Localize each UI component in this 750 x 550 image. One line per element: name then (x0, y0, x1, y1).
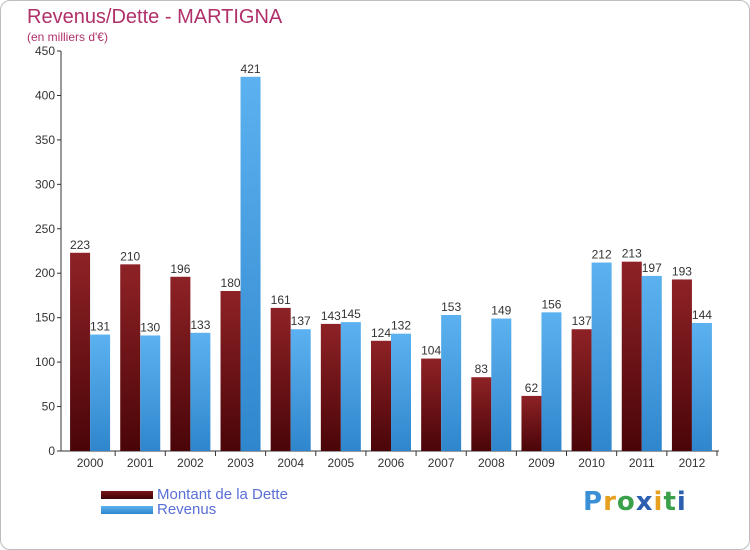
bar-revenus (541, 312, 562, 451)
data-label-revenus: 156 (541, 297, 561, 311)
chart-title: Revenus/Dette - MARTIGNA (27, 6, 283, 28)
x-tick-label: 2002 (177, 456, 204, 470)
data-label-dette: 62 (525, 381, 539, 395)
data-label-revenus: 133 (190, 318, 210, 332)
x-tick-label: 2005 (327, 456, 354, 470)
bar-revenus (140, 335, 161, 451)
data-label-revenus: 131 (90, 320, 110, 334)
x-tick-label: 2007 (428, 456, 455, 470)
y-tick-label: 250 (35, 222, 55, 236)
logo-letter: i (653, 487, 664, 517)
bar-revenus (441, 315, 462, 451)
bars (70, 76, 712, 452)
data-label-dette: 137 (572, 314, 592, 328)
x-tick-label: 2008 (478, 456, 505, 470)
bar-dette (621, 261, 642, 451)
x-tick-label: 2004 (277, 456, 304, 470)
y-tick-label: 300 (35, 177, 55, 191)
logo-letter: P (583, 487, 604, 517)
bar-dette (471, 377, 492, 451)
data-label-dette: 104 (421, 344, 441, 358)
y-tick-label: 350 (35, 133, 55, 147)
x-tick-label: 2011 (629, 456, 655, 470)
y-tick-label: 450 (35, 44, 55, 58)
bar-dette (371, 340, 391, 451)
logo-letter: o (616, 487, 636, 517)
x-tick-label: 2009 (528, 456, 555, 470)
bar-dette (220, 291, 241, 451)
bar-revenus (340, 322, 361, 451)
bar-dette (70, 252, 91, 451)
legend-label-dette: Montant de la Dette (157, 486, 288, 503)
x-tick-label: 2000 (77, 456, 104, 470)
x-tick-label: 2003 (227, 456, 254, 470)
bar-dette (421, 358, 442, 451)
bar-dette (320, 323, 341, 451)
proxiti-logo: Proxiti (583, 487, 687, 517)
y-tick-label: 400 (35, 88, 55, 102)
logo-letter: i (676, 487, 687, 517)
legend-swatch-dette (101, 491, 153, 499)
logo-letter: t (663, 487, 677, 517)
bar-dette (270, 307, 291, 451)
bar-revenus (90, 334, 111, 451)
data-label-dette: 143 (321, 309, 341, 323)
bar-dette (170, 276, 191, 451)
data-label-revenus: 421 (241, 62, 261, 76)
data-label-dette: 180 (221, 276, 241, 290)
data-label-dette: 83 (475, 362, 489, 376)
data-label-revenus: 149 (491, 304, 511, 318)
x-tick-label: 2001 (127, 456, 154, 470)
logo-letter: x (635, 487, 654, 517)
data-label-dette: 161 (271, 293, 291, 307)
legend-swatch-revenus (101, 506, 153, 514)
bar-revenus (190, 332, 211, 451)
bar-revenus (491, 318, 512, 451)
legend-label-revenus: Revenus (157, 501, 217, 518)
y-tick-label: 50 (42, 400, 56, 414)
bar-dette (521, 395, 542, 451)
bar-dette (571, 329, 592, 451)
data-label-revenus: 145 (341, 307, 361, 321)
y-tick-label: 0 (48, 444, 55, 458)
bar-revenus (691, 323, 712, 451)
y-tick-label: 200 (35, 266, 55, 280)
y-tick-label: 150 (35, 311, 55, 325)
bar-revenus (391, 333, 411, 451)
bar-revenus (641, 275, 662, 451)
logo-letter: r (603, 487, 617, 517)
data-label-revenus: 137 (291, 314, 311, 328)
chart-subtitle: (en milliers d'€) (27, 30, 108, 44)
bar-dette (671, 279, 692, 451)
data-label-dette: 124 (371, 326, 391, 340)
y-tick-label: 100 (35, 355, 55, 369)
data-label-dette: 193 (672, 264, 692, 278)
x-tick-label: 2006 (378, 456, 405, 470)
data-label-revenus: 130 (140, 320, 160, 334)
data-label-revenus: 212 (592, 248, 612, 262)
data-label-dette: 196 (170, 262, 190, 276)
data-label-revenus: 144 (692, 308, 712, 322)
bar-dette (120, 264, 141, 451)
x-tick-label: 2012 (679, 456, 706, 470)
bar-revenus (591, 262, 612, 451)
x-tick-label: 2010 (578, 456, 605, 470)
bar-revenus (290, 329, 311, 451)
data-label-revenus: 197 (642, 261, 662, 275)
data-label-dette: 213 (622, 247, 642, 261)
bar-revenus (240, 76, 261, 452)
data-label-dette: 223 (70, 238, 90, 252)
data-label-dette: 210 (120, 249, 140, 263)
data-label-revenus: 153 (441, 300, 461, 314)
data-label-revenus: 132 (391, 319, 411, 333)
